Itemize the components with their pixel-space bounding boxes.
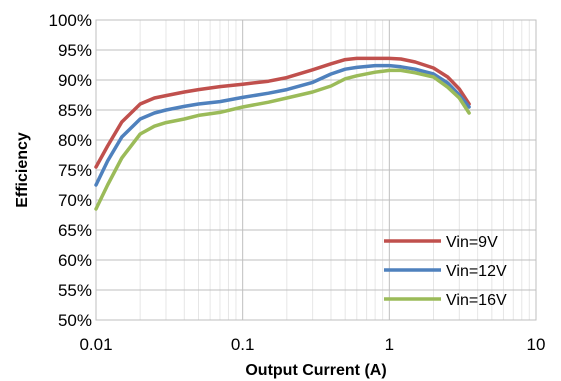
x-tick-label: 1: [385, 335, 394, 354]
series-line: [94, 63, 471, 187]
y-tick-label: 90%: [58, 71, 92, 90]
legend-label: Vin=16V: [446, 292, 507, 309]
legend-label: Vin=9V: [446, 234, 498, 251]
y-axis-tick-labels: 50% 55% 60% 65% 70% 75% 80% 85% 90% 95% 100%: [49, 11, 92, 330]
y-tick-label: 55%: [58, 281, 92, 300]
y-tick-label: 100%: [49, 11, 92, 30]
y-tick-label: 65%: [58, 221, 92, 240]
y-tick-label: 60%: [58, 251, 92, 270]
series-line: [94, 68, 471, 211]
series-lines: [94, 56, 471, 211]
y-tick-label: 75%: [58, 161, 92, 180]
y-tick-label: 80%: [58, 131, 92, 150]
y-tick-label: 50%: [58, 311, 92, 330]
y-tick-label: 70%: [58, 191, 92, 210]
x-tick-label: 10: [527, 335, 546, 354]
legend-label: Vin=12V: [446, 263, 507, 280]
x-tick-label: 0.01: [79, 335, 112, 354]
x-tick-label: 0.1: [231, 335, 255, 354]
y-axis-title: Efficiency: [14, 132, 31, 208]
x-axis-title: Output Current (A): [245, 362, 386, 379]
y-tick-label: 85%: [58, 101, 92, 120]
legend: Vin=9V Vin=12V Vin=16V: [384, 234, 507, 309]
y-tick-label: 95%: [58, 41, 92, 60]
plot-area-frame: [95, 19, 537, 321]
series-line: [94, 56, 471, 169]
x-axis-tick-labels: 0.01 0.1 1 10: [79, 335, 545, 354]
